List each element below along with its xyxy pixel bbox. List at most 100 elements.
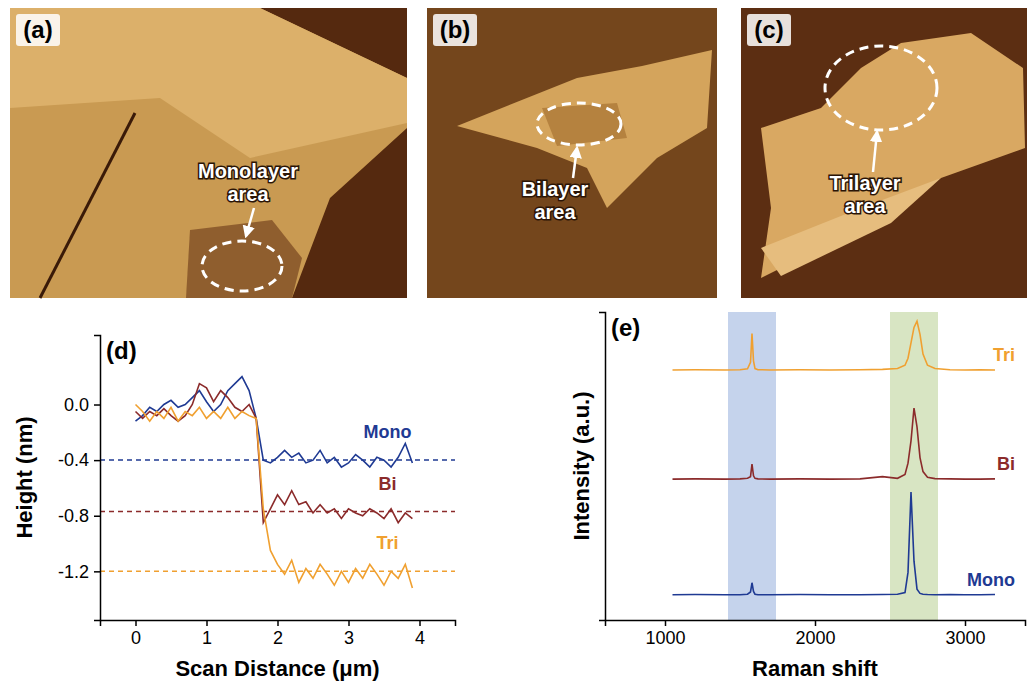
tick-label: 3000 (945, 628, 985, 648)
annotation-arrow (573, 148, 577, 178)
flake-region (186, 220, 302, 298)
axis-line (101, 621, 456, 627)
tick-label: 3 (344, 628, 354, 648)
area-marker (537, 103, 621, 145)
tick-mark (135, 620, 137, 626)
series-label: Mono (364, 422, 412, 442)
tick: 4 (415, 620, 425, 648)
annotation-arrow (246, 208, 254, 236)
axis-line (94, 336, 101, 621)
annotation: Bilayerarea (522, 178, 589, 223)
chart: 1000 2000 3000 Raman shift Intensity (a.u.) (… (569, 312, 1026, 681)
x-axis-title: Raman shift (752, 656, 879, 681)
annotation-line: area (844, 195, 886, 217)
series-label: Tri (377, 533, 399, 553)
area-marker (825, 46, 937, 130)
plot-area (100, 377, 455, 588)
tick-label: -0.4 (58, 450, 89, 470)
image-background (10, 8, 407, 298)
series-label: Tri (993, 345, 1015, 365)
tick-mark (277, 620, 279, 626)
panel-label-box (747, 14, 791, 46)
plot-area (673, 312, 996, 620)
tick-label: 0.0 (64, 395, 89, 415)
panel-label: (a) (23, 16, 52, 43)
panel-label: (b) (440, 16, 471, 43)
tick-mark (94, 515, 100, 517)
axis-line (599, 313, 606, 621)
tick-mark (419, 620, 421, 626)
tick: 3 (344, 620, 354, 648)
flake-region (457, 50, 712, 208)
area-marker (202, 241, 282, 291)
series-label: Bi (997, 454, 1015, 474)
flake-region (542, 103, 627, 146)
annotation-line: Bilayer (522, 178, 589, 200)
tick: 0 (131, 620, 141, 648)
tick-mark (94, 571, 100, 573)
tick: -1.2 (58, 562, 100, 582)
x-axis: 0 1 2 3 4 (101, 620, 456, 648)
annotation-line: area (534, 201, 576, 223)
tick-label: -1.2 (58, 562, 89, 582)
reference-line (100, 459, 455, 461)
series-line (136, 377, 413, 467)
series-line (673, 321, 996, 370)
x-axis: 1000 2000 3000 (606, 620, 1026, 648)
tick-mark (94, 404, 100, 406)
tick: 1000 (645, 620, 685, 648)
annotation-arrow (873, 132, 877, 172)
tick-mark (665, 620, 667, 626)
chart: 012340.0-0.4-0.8-1.2Scan Distance (μm)He… (12, 336, 456, 682)
series-label: Bi (379, 474, 397, 494)
y-axis-title: Height (nm) (12, 416, 37, 538)
tick-label: 2000 (795, 628, 835, 648)
axis-line (606, 621, 1026, 627)
flake-region (10, 8, 407, 298)
tick-mark (206, 620, 208, 626)
series-line (673, 492, 996, 595)
image-panel: Bilayerarea (b) (427, 8, 717, 298)
image-background (427, 8, 717, 298)
image-background (741, 8, 1027, 298)
tick-mark (965, 620, 967, 626)
flake-edge (40, 113, 135, 298)
panel-label-box (433, 14, 477, 46)
panel-label: (c) (754, 16, 783, 43)
image-panel: Trilayerarea (c) (741, 8, 1027, 298)
tick-label: 0 (131, 628, 141, 648)
annotation: Trilayerarea (829, 172, 900, 217)
annotation-line: area (227, 183, 269, 205)
tick-label: -0.8 (58, 506, 89, 526)
tick-mark (815, 620, 817, 626)
tick: 2000 (795, 620, 835, 648)
y-axis-title: Intensity (a.u.) (569, 391, 594, 540)
panel-label-box (16, 14, 60, 46)
tick-label: 2 (273, 628, 283, 648)
reference-line (100, 511, 455, 513)
flake-region (10, 8, 407, 158)
annotation-line: Trilayer (829, 172, 900, 194)
tick: 3000 (945, 620, 985, 648)
highlight-band (890, 312, 938, 620)
series-line (136, 384, 413, 523)
tick-label: 1000 (645, 628, 685, 648)
tick-label: 1 (202, 628, 212, 648)
annotation-line: Monolayer (198, 160, 298, 182)
tick: 0.0 (64, 395, 100, 415)
annotation: Monolayerarea (198, 160, 298, 205)
series-label: Mono (967, 570, 1015, 590)
tick-mark (94, 460, 100, 462)
panel-label: (e) (611, 314, 640, 341)
figure: Monolayerarea(a)Bilayerarea(b)Trilayerar… (0, 0, 1034, 690)
tick: -0.4 (58, 450, 100, 470)
panel-label: (d) (106, 337, 137, 364)
tick-label: 4 (415, 628, 425, 648)
tick: 2 (273, 620, 283, 648)
y-axis (599, 313, 606, 621)
tick: -0.8 (58, 506, 100, 526)
tick: 1 (202, 620, 212, 648)
flake-region (761, 33, 1025, 278)
series-line (136, 405, 413, 589)
tick-mark (348, 620, 350, 626)
